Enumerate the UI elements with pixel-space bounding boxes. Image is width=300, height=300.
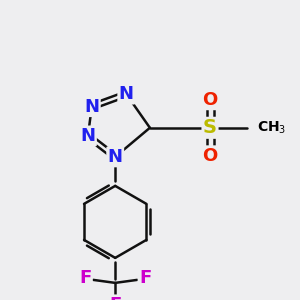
Text: F: F: [79, 269, 91, 287]
Text: N: N: [80, 127, 95, 145]
Text: F: F: [139, 269, 151, 287]
Text: CH$_3$: CH$_3$: [257, 120, 286, 136]
Text: S: S: [203, 118, 217, 137]
Text: O: O: [202, 147, 217, 165]
Text: O: O: [202, 91, 217, 109]
Text: N: N: [84, 98, 99, 116]
Text: N: N: [119, 85, 134, 103]
Text: N: N: [108, 148, 123, 166]
Text: F: F: [109, 296, 121, 300]
